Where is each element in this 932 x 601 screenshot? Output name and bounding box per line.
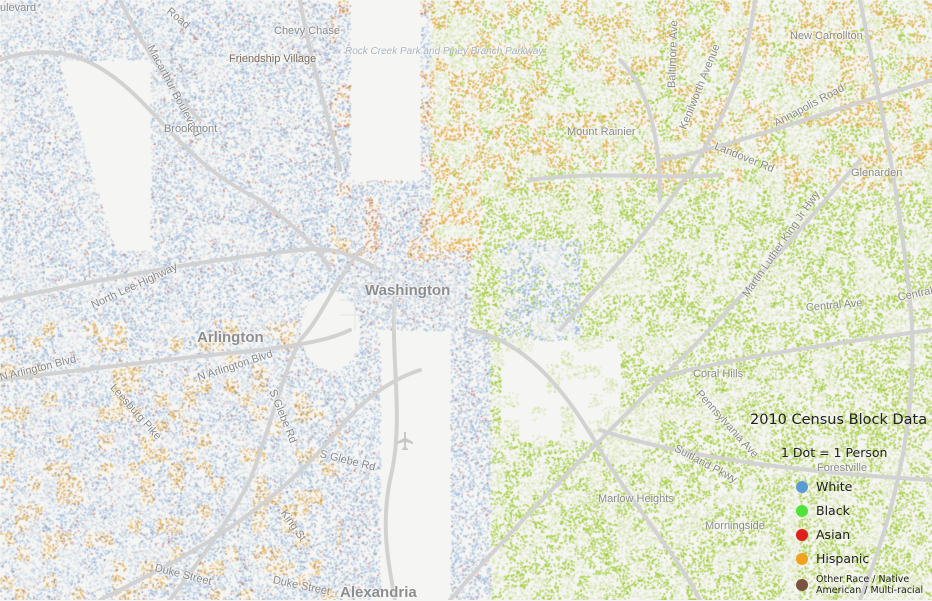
- legend-item-hispanic: Hispanic: [796, 551, 869, 566]
- airport-icon: [397, 432, 413, 450]
- road: [658, 78, 932, 162]
- road-label: Baltimore Ave: [666, 20, 681, 89]
- place-label: Coral Hills: [693, 368, 744, 380]
- place-label: Brookmont: [164, 123, 218, 135]
- road: [448, 158, 862, 600]
- road: [168, 248, 362, 600]
- place-label: Glenarden: [851, 167, 903, 179]
- legend-swatch: [796, 579, 808, 591]
- map-legend: 2010 Census Block Data 1 Dot = 1 Person …: [748, 410, 932, 600]
- legend-title: 2010 Census Block Data: [750, 412, 928, 428]
- legend-item-other: Other Race / Native American / Multi-rac…: [796, 574, 926, 596]
- legend-subtitle: 1 Dot = 1 Person: [781, 445, 888, 460]
- place-label: Marlow Heights: [598, 493, 674, 505]
- place-label: New Carrollton: [790, 30, 863, 42]
- city-label-arlington: Arlington: [197, 329, 264, 346]
- legend-item-white: White: [796, 479, 852, 494]
- road: [0, 50, 332, 272]
- place-label: Mount Rainier: [567, 126, 636, 138]
- road: [468, 328, 702, 600]
- place-label: Friendship Village: [229, 53, 317, 65]
- road: [598, 428, 932, 482]
- road: [648, 328, 932, 382]
- road: [0, 247, 382, 302]
- place-label: Morningside: [705, 520, 765, 532]
- road: [298, 0, 342, 172]
- road: [528, 173, 722, 182]
- city-label-alexandria: Alexandria: [340, 584, 417, 601]
- legend-swatch: [796, 504, 808, 517]
- road: [0, 328, 352, 382]
- legend-item-black: Black: [796, 503, 850, 518]
- place-label: Chevy Chase: [274, 25, 341, 37]
- place-label: Forestville: [817, 462, 868, 474]
- road: [558, 0, 757, 332]
- legend-swatch: [796, 480, 808, 493]
- legend-item-asian: Asian: [796, 527, 850, 542]
- road: [618, 58, 662, 202]
- legend-swatch: [796, 528, 808, 541]
- legend-swatch: [796, 552, 808, 565]
- city-label-washington: Washington: [365, 282, 451, 299]
- park-label: Rock Creek Park and Piney Branch Parkway: [345, 46, 543, 57]
- street-grid: [340, 255, 470, 330]
- road: [383, 298, 399, 600]
- road: [98, 368, 422, 600]
- road-label: ulevard: [0, 2, 37, 14]
- road: [118, 0, 202, 122]
